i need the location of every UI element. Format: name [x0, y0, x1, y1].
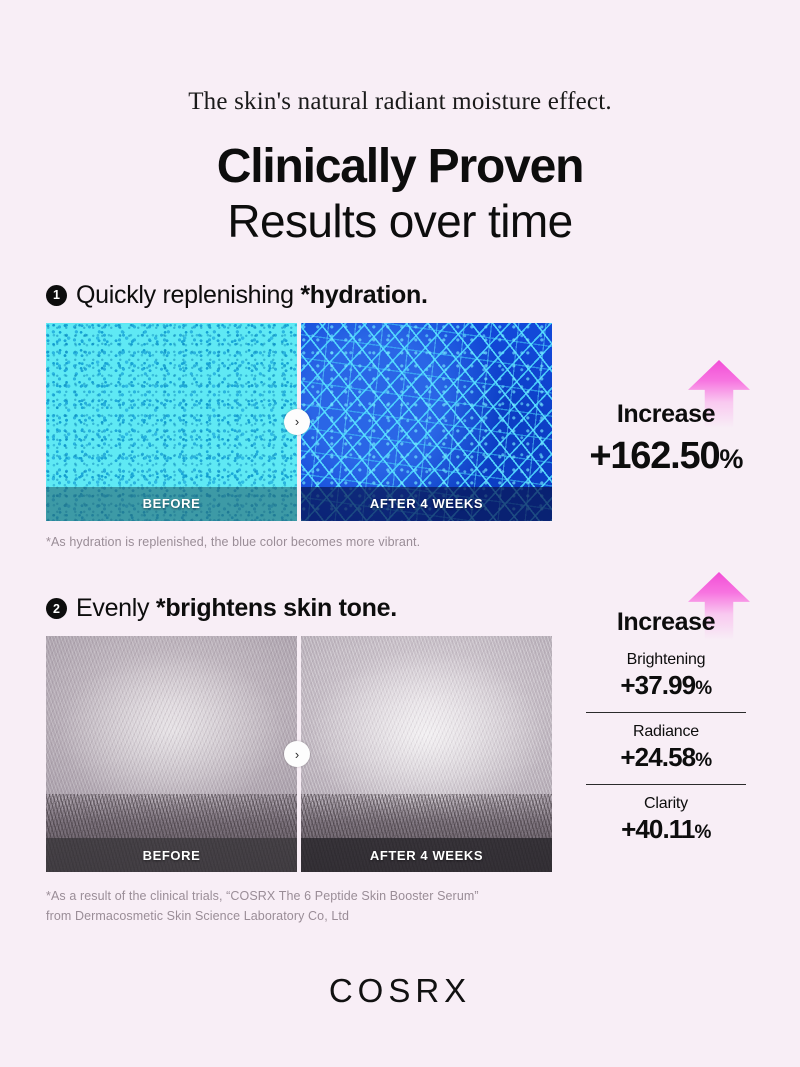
percent-sign: % [719, 444, 743, 474]
before-image-skin: BEFORE [46, 636, 297, 873]
comparison-brightening: BEFORE AFTER 4 WEEKS › [46, 636, 552, 873]
chevron-right-icon[interactable]: › [284, 408, 310, 435]
step-badge-2: 2 [46, 598, 67, 620]
increase-label-2: Increase [616, 608, 716, 636]
metric-number-brightening: +37.99 [620, 670, 696, 700]
section-title-plain-2: Evenly [76, 594, 156, 623]
cosrx-logo: COSRX [328, 972, 472, 1010]
metric-number-radiance: +24.58 [620, 742, 696, 772]
metric-clarity: Clarity +40.11% [556, 795, 776, 845]
after-caption-2: AFTER 4 WEEKS [301, 838, 552, 873]
chevron-right-icon-2[interactable]: › [284, 741, 310, 768]
footnote-line-2: from Dermacosmetic Skin Science Laborato… [46, 908, 350, 923]
footnote-hydration: *As hydration is replenished, the blue c… [46, 534, 421, 549]
percent-sign-brightening: % [695, 678, 712, 699]
page-title-bold: Clinically Proven [216, 140, 585, 193]
after-image-hydration: AFTER 4 WEEKS [301, 322, 552, 521]
section-title-hydration: Quickly replenishing *hydration. [76, 281, 428, 310]
footnote-clinical-trial: *As a result of the clinical trials, “CO… [46, 887, 800, 926]
step-badge-1: 1 [46, 284, 67, 306]
percent-sign-clarity: % [694, 822, 712, 843]
hydration-before-texture [46, 322, 297, 521]
metric-radiance: Radiance +24.58% [556, 723, 776, 773]
comparison-hydration: BEFORE AFTER 4 WEEKS › [46, 322, 552, 521]
after-image-skin: AFTER 4 WEEKS [301, 636, 552, 873]
section-title-emphasis-2: *brightens skin tone. [155, 594, 397, 623]
stat-divider-2 [586, 784, 746, 785]
after-caption: AFTER 4 WEEKS [301, 486, 552, 521]
before-image-hydration: BEFORE [46, 322, 297, 521]
increase-value: +162.50% [556, 435, 776, 478]
metric-label-radiance: Radiance [632, 723, 699, 740]
section-title-brightening: Evenly *brightens skin tone. [76, 594, 397, 623]
before-caption: BEFORE [46, 486, 297, 521]
percent-sign-radiance: % [695, 750, 712, 771]
page-title-light: Results over time [227, 195, 573, 248]
stats-brightening: Increase Brightening +37.99% Radiance +2… [556, 572, 776, 845]
section-title-emphasis: *hydration. [300, 280, 428, 309]
metric-label-brightening: Brightening [626, 651, 706, 668]
metric-number-clarity: +40.11 [621, 814, 695, 844]
stats-hydration: Increase +162.50% [556, 360, 776, 478]
section-title-plain: Quickly replenishing [76, 280, 301, 309]
increase-label: Increase [616, 400, 716, 428]
metric-value-clarity: +40.11% [556, 814, 776, 845]
metric-brightening: Brightening +37.99% [556, 651, 776, 701]
increase-number: +162.50 [589, 435, 720, 477]
metric-label-clarity: Clarity [644, 795, 688, 812]
section-heading-hydration: 1 Quickly replenishing *hydration. [46, 281, 800, 310]
metric-value-brightening: +37.99% [556, 670, 776, 701]
before-caption-2: BEFORE [46, 838, 297, 873]
section-heading-brightening: 2 Evenly *brightens skin tone. [46, 594, 800, 623]
stat-divider-1 [586, 712, 746, 713]
metric-value-radiance: +24.58% [556, 742, 776, 773]
footnote-line-1: *As a result of the clinical trials, “CO… [46, 889, 479, 904]
eyebrow-text: The skin's natural radiant moisture effe… [188, 88, 612, 115]
